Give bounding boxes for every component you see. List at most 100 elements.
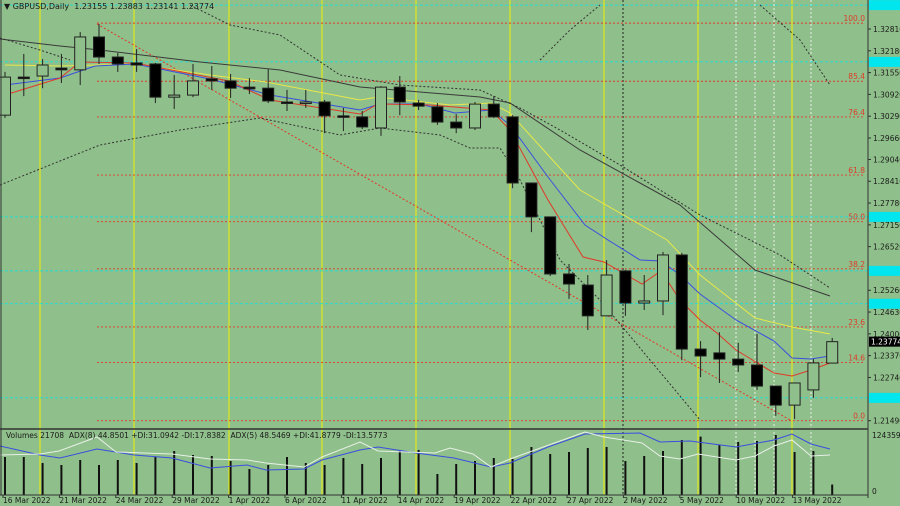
adx-lines (0, 431, 831, 471)
date-tick-label: 29 Mar 2022 (172, 496, 220, 505)
bear-candle (675, 254, 688, 350)
ohlc-readout: 1.23155 1.23883 1.23141 1.23774 (74, 2, 215, 11)
bear-candle (149, 63, 162, 98)
candles (0, 24, 839, 419)
bear-candle (450, 121, 463, 129)
bear-candle (17, 76, 30, 80)
price-tick-label: 1.30290 (873, 112, 900, 121)
bull-candle (187, 80, 199, 96)
date-tick-label: 16 Mar 2022 (3, 496, 51, 505)
cyan-level-label (869, 0, 900, 11)
bull-candle (600, 274, 613, 317)
fib-level-label: 50.0 (848, 213, 865, 222)
price-tick-label: 1.28410 (873, 177, 900, 186)
indicator-axis-max: 124359 (872, 431, 900, 440)
cyan-level-label (869, 265, 900, 276)
bear-candle (769, 385, 782, 406)
bear-candle (337, 115, 350, 118)
cyan-level-label (869, 298, 900, 309)
fib-level-label: 85.4 (848, 72, 865, 81)
ma-long-line (0, 38, 831, 297)
bear-candle (205, 78, 218, 82)
bull-candle (638, 300, 651, 304)
price-tick-label: 1.29040 (873, 155, 900, 164)
date-tick-label: 5 May 2022 (680, 496, 724, 505)
price-tick-label: 1.32810 (873, 25, 900, 34)
date-tick-label: 6 Apr 2022 (285, 496, 327, 505)
dropdown-triangle-icon[interactable]: ▼ (4, 2, 13, 11)
date-tick-label: 2 May 2022 (623, 496, 667, 505)
bear-candle (55, 67, 68, 71)
bear-candle (713, 352, 726, 360)
date-tick-label: 27 Apr 2022 (567, 496, 614, 505)
price-tick-label: 1.25260 (873, 286, 900, 295)
price-tick-label: 1.22740 (873, 373, 900, 382)
ma-mid-line (4, 63, 831, 360)
fib-trend-line (96, 23, 791, 421)
bull-candle (36, 64, 49, 77)
ma-slow-line (4, 63, 831, 335)
fib-level-label: 14.6 (848, 354, 865, 363)
bear-candle (262, 87, 275, 102)
bear-candle (130, 62, 143, 66)
price-tick-label: 1.31550 (873, 69, 900, 78)
indicator-axis-min: 0 (872, 487, 877, 496)
bear-candle (281, 101, 293, 105)
fib-level-label: 76.4 (848, 108, 865, 117)
bear-candle (506, 116, 519, 184)
price-tick-label: 1.24630 (873, 308, 900, 317)
bear-candle (412, 102, 425, 107)
bull-candle (0, 76, 11, 116)
date-tick-label: 14 Apr 2022 (398, 496, 445, 505)
price-tick-label: 1.27150 (873, 221, 900, 230)
date-tick-label: 13 May 2022 (793, 496, 842, 505)
fib-level-label: 23.6 (848, 318, 865, 327)
fib-level-label: 38.2 (848, 260, 865, 269)
current-price-label: 1.23774 (871, 338, 900, 347)
bull-candle (657, 254, 669, 302)
price-tick-label: 1.23370 (873, 352, 900, 361)
cyan-level-label (869, 56, 900, 67)
bear-candle (732, 358, 745, 366)
bear-candle (563, 273, 575, 285)
envelope-line (759, 4, 831, 86)
bull-candle (469, 103, 481, 129)
indicator-lines (0, 4, 831, 421)
envelope-line (539, 4, 601, 61)
bull-candle (807, 362, 820, 391)
fib-level-label: 100.0 (844, 14, 866, 23)
bear-candle (318, 101, 331, 117)
adx-secondary-line (0, 431, 831, 468)
bear-candle (751, 364, 763, 387)
bear-candle (93, 36, 105, 58)
bear-candle (544, 216, 557, 275)
price-tick-label: 1.24000 (873, 330, 900, 339)
bear-candle (243, 86, 256, 90)
bull-candle (299, 101, 312, 105)
fib-level-label: 0.0 (853, 412, 865, 421)
bear-candle (224, 80, 237, 89)
bull-candle (788, 382, 801, 406)
price-tick-label: 1.26520 (873, 243, 900, 252)
bear-candle (356, 116, 369, 128)
fib-level-label: 61.8 (848, 166, 865, 175)
price-tick-label: 1.21490 (873, 417, 900, 426)
symbol-label: GBPUSD,Daily (12, 2, 70, 11)
price-tick-label: 1.32180 (873, 47, 900, 56)
date-tick-label: 11 Apr 2022 (341, 496, 388, 505)
indicator-label: Volumes 21708 ADX(8) 44.8501 +DI:31.0942… (6, 431, 388, 440)
envelope-line (0, 37, 71, 61)
ma-fast-line (4, 61, 831, 377)
price-tick-label: 1.27780 (873, 199, 900, 208)
bear-candle (581, 284, 594, 317)
date-tick-label: 1 Apr 2022 (229, 496, 271, 505)
price-tick-label: 1.29660 (873, 134, 900, 143)
date-tick-label: 22 Apr 2022 (511, 496, 558, 505)
bear-candle (393, 86, 406, 103)
bull-candle (826, 341, 839, 364)
date-tick-label: 10 May 2022 (736, 496, 785, 505)
cyan-level-label (869, 211, 900, 222)
bear-candle (431, 106, 444, 123)
